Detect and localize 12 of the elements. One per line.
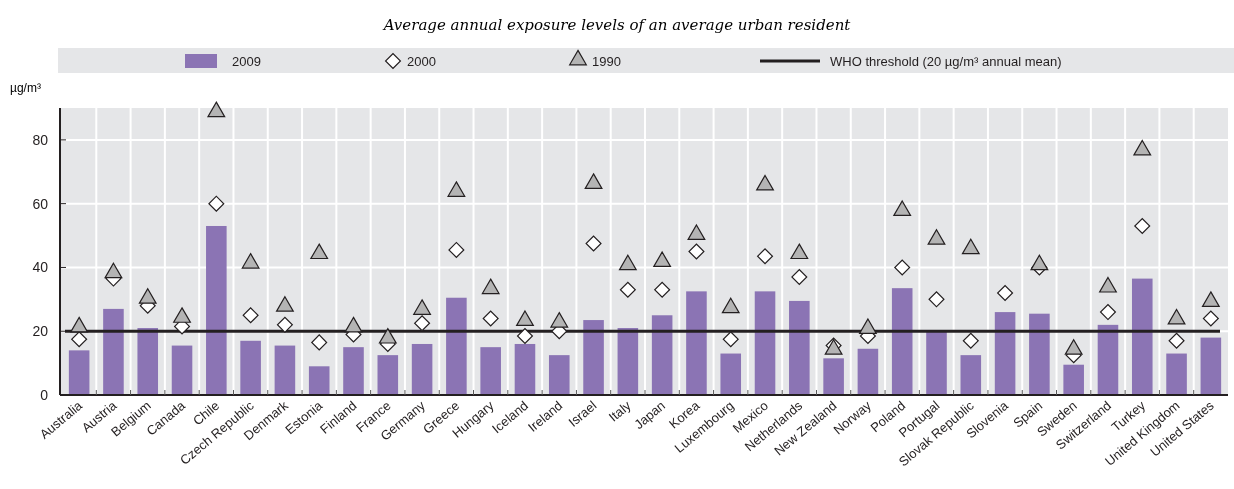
legend-label: 2009 [232, 54, 261, 69]
x-tick-label: Italy [605, 397, 635, 425]
chart-subtitle: Average annual exposure levels of an average urban resident [381, 16, 852, 34]
legend-label: 1990 [592, 54, 621, 69]
y-tick-label: 0 [40, 387, 49, 403]
legend-label: 2000 [407, 54, 436, 69]
y-tick-label: 40 [32, 259, 49, 276]
y-tick-label: 80 [32, 131, 49, 148]
y-tick-label: 60 [32, 195, 49, 212]
legend-label: WHO threshold (20 µg/m³ annual mean) [830, 54, 1062, 69]
y-tick-label: 20 [32, 323, 49, 340]
y-axis-title: µg/m³ [10, 81, 41, 95]
